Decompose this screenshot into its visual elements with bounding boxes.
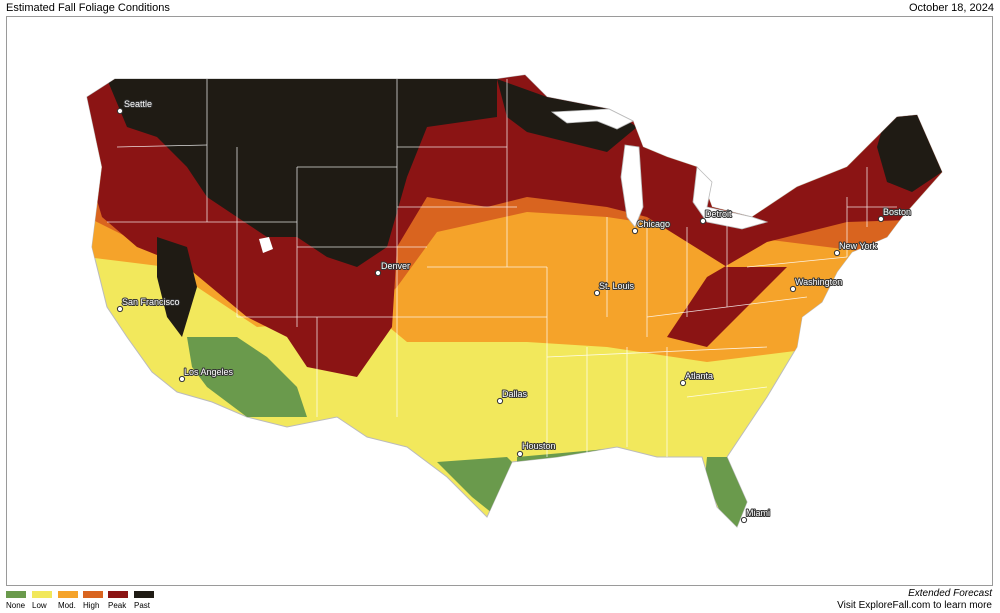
legend-item-low: Low <box>32 591 54 610</box>
legend-label: None <box>6 601 26 610</box>
us-foliage-map: Seattle San Francisco Los Angeles Denver… <box>86 74 943 528</box>
city-miami[interactable]: Miami <box>740 507 771 524</box>
great-salt-lake <box>259 237 273 253</box>
city-label: Atlanta <box>685 371 713 381</box>
city-label: San Francisco <box>122 297 180 307</box>
city-los-angeles[interactable]: Los Angeles <box>178 366 235 383</box>
legend-label: Past <box>134 601 151 610</box>
city-houston[interactable]: Houston <box>516 440 557 458</box>
legend-swatch <box>134 591 154 598</box>
zone-none-southwest <box>187 337 307 417</box>
land <box>86 74 943 528</box>
city-st-louis[interactable]: St. Louis <box>593 280 636 297</box>
city-label: Houston <box>522 441 556 451</box>
zone-past-rockies <box>107 79 497 267</box>
extended-forecast-label: Extended Forecast <box>908 588 992 599</box>
city-label: Los Angeles <box>184 367 234 377</box>
city-denver[interactable]: Denver <box>374 260 411 277</box>
map-title: Estimated Fall Foliage Conditions <box>6 2 170 14</box>
cities: Seattle San Francisco Los Angeles Denver… <box>116 98 912 524</box>
city-label: Dallas <box>502 389 528 399</box>
legend-label: Mod. <box>58 601 76 610</box>
city-chicago[interactable]: Chicago <box>631 218 671 235</box>
learn-more-link[interactable]: Visit ExploreFall.com to learn more <box>837 600 992 611</box>
city-label: Chicago <box>637 219 670 229</box>
city-label: Boston <box>883 207 911 217</box>
map-date: October 18, 2024 <box>908 2 994 14</box>
legend-swatch <box>108 591 128 598</box>
legend-label: Low <box>32 601 47 610</box>
city-washington[interactable]: Washington <box>789 276 843 293</box>
legend-swatch <box>83 591 103 598</box>
zone-none-south-texas <box>437 457 517 517</box>
zone-past-sierra <box>157 237 197 337</box>
city-boston[interactable]: Boston <box>877 206 912 223</box>
lake-superior <box>550 108 634 130</box>
legend-label: High <box>83 601 100 610</box>
lake-michigan <box>620 144 644 228</box>
legend-label: Peak <box>108 601 127 610</box>
legend-swatch <box>6 591 26 598</box>
zone-none-florida <box>705 457 747 527</box>
legend-item-high: High <box>83 591 105 610</box>
city-san-francisco[interactable]: San Francisco <box>116 296 181 313</box>
map-frame: Seattle San Francisco Los Angeles Denver… <box>6 16 993 586</box>
city-label: Denver <box>381 261 410 271</box>
legend-item-past: Past <box>134 591 156 610</box>
title-bar: Estimated Fall Foliage Conditions Octobe… <box>0 0 1000 16</box>
legend-swatch <box>32 591 52 598</box>
city-label: St. Louis <box>599 281 635 291</box>
city-label: Seattle <box>124 99 152 109</box>
legend-item-none: None <box>6 591 28 610</box>
city-label: Miami <box>746 508 770 518</box>
city-atlanta[interactable]: Atlanta <box>679 370 714 387</box>
legend-item-moderate: Mod. <box>58 591 80 610</box>
lake-huron-erie <box>692 166 769 230</box>
city-detroit[interactable]: Detroit <box>699 208 733 225</box>
legend-item-peak: Peak <box>108 591 130 610</box>
legend: None Low Mod. High Peak Past <box>6 591 166 613</box>
city-label: Washington <box>795 277 842 287</box>
city-dallas[interactable]: Dallas <box>496 388 529 405</box>
city-new-york[interactable]: New York <box>833 240 879 257</box>
state-borders <box>107 79 897 457</box>
city-label: Detroit <box>705 209 732 219</box>
legend-swatch <box>58 591 78 598</box>
city-seattle[interactable]: Seattle <box>116 98 153 115</box>
city-label: New York <box>839 241 878 251</box>
